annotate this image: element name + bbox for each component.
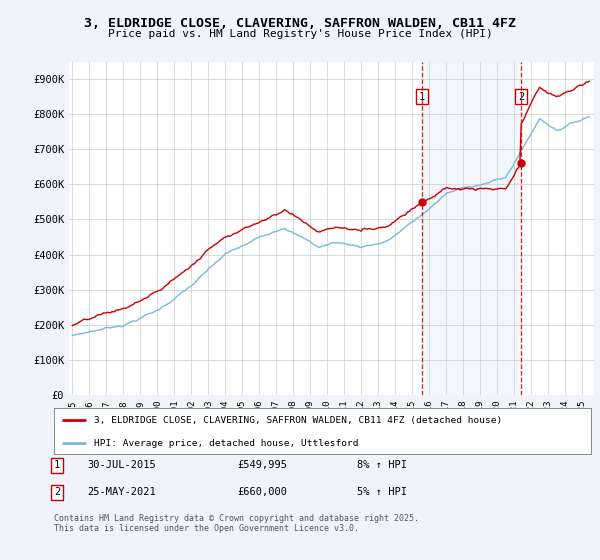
Text: Price paid vs. HM Land Registry's House Price Index (HPI): Price paid vs. HM Land Registry's House … — [107, 29, 493, 39]
Text: 2: 2 — [518, 92, 524, 102]
Text: 1: 1 — [54, 460, 60, 470]
Text: 25-MAY-2021: 25-MAY-2021 — [87, 487, 156, 497]
Text: Contains HM Land Registry data © Crown copyright and database right 2025.
This d: Contains HM Land Registry data © Crown c… — [54, 514, 419, 534]
Text: 5% ↑ HPI: 5% ↑ HPI — [357, 487, 407, 497]
Text: 3, ELDRIDGE CLOSE, CLAVERING, SAFFRON WALDEN, CB11 4FZ: 3, ELDRIDGE CLOSE, CLAVERING, SAFFRON WA… — [84, 17, 516, 30]
Bar — [422, 62, 521, 395]
Text: 30-JUL-2015: 30-JUL-2015 — [87, 460, 156, 470]
Text: £660,000: £660,000 — [237, 487, 287, 497]
Text: £549,995: £549,995 — [237, 460, 287, 470]
Text: 8% ↑ HPI: 8% ↑ HPI — [357, 460, 407, 470]
Text: 3, ELDRIDGE CLOSE, CLAVERING, SAFFRON WALDEN, CB11 4FZ (detached house): 3, ELDRIDGE CLOSE, CLAVERING, SAFFRON WA… — [94, 416, 503, 424]
Text: 1: 1 — [419, 92, 425, 102]
Text: HPI: Average price, detached house, Uttlesford: HPI: Average price, detached house, Uttl… — [94, 439, 359, 448]
Text: 2: 2 — [54, 487, 60, 497]
